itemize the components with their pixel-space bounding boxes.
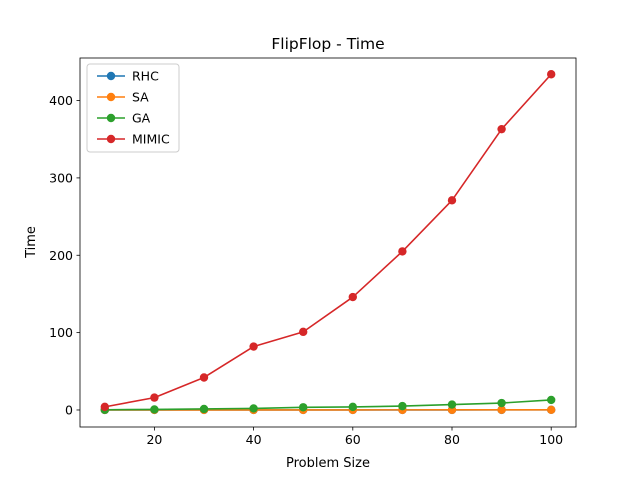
data-point-mimic (398, 247, 407, 256)
data-point-sa (497, 405, 506, 415)
x-axis: 20 40 60 80 100 (146, 427, 563, 447)
data-point-mimic (100, 402, 110, 412)
data-point-mimic (150, 393, 159, 402)
legend-item-sa: SA (97, 90, 149, 105)
y-tick-label: 100 (49, 325, 73, 340)
data-point-mimic (497, 124, 506, 134)
legend-box (86, 63, 180, 153)
x-tick-label: 40 (246, 432, 262, 447)
legend: RHC SA GA MIMIC (86, 63, 180, 153)
legend-label: SA (132, 90, 149, 105)
data-point-ga (447, 400, 457, 409)
data-point-mimic (249, 342, 258, 351)
data-point-sa (547, 405, 556, 414)
series-ga (100, 395, 556, 414)
legend-swatch-marker (106, 134, 116, 144)
series-line-mimic (104, 73, 552, 408)
legend-label: GA (132, 111, 151, 126)
data-point-ga (348, 402, 357, 412)
series-layer (100, 70, 556, 415)
data-point-mimic (199, 373, 209, 382)
data-point-mimic (547, 70, 556, 79)
chart-title: FlipFlop - Time (271, 35, 384, 53)
data-point-ga (150, 405, 159, 414)
legend-item-rhc: RHC (97, 69, 159, 84)
y-tick-label: 200 (49, 248, 73, 263)
series-line-ga (104, 399, 552, 411)
y-tick-label: 0 (65, 402, 73, 417)
legend-swatch-marker (106, 92, 116, 102)
x-axis-label: Problem Size (286, 456, 370, 471)
legend-label: MIMIC (132, 132, 170, 147)
data-point-mimic (348, 292, 357, 302)
legend-item-mimic: MIMIC (97, 132, 170, 147)
legend-swatch-marker (106, 113, 116, 123)
y-tick-label: 400 (49, 93, 73, 108)
plot-frame (79, 57, 577, 428)
legend-item-ga: GA (97, 111, 151, 126)
legend-swatch-marker (106, 71, 116, 81)
data-point-ga (398, 401, 407, 411)
x-tick-label: 20 (146, 432, 162, 447)
data-point-ga (547, 395, 556, 405)
x-tick-label: 60 (345, 432, 361, 447)
series-mimic (100, 70, 556, 412)
y-axis-label: Time (24, 226, 39, 259)
data-point-ga (497, 398, 506, 408)
data-point-mimic (299, 327, 308, 337)
data-point-mimic (447, 196, 457, 205)
legend-label: RHC (132, 69, 159, 84)
data-point-ga (199, 404, 209, 414)
data-point-ga (249, 404, 258, 413)
data-point-ga (299, 403, 308, 412)
x-tick-label: 100 (539, 432, 563, 447)
y-tick-label: 300 (49, 170, 73, 185)
x-tick-label: 80 (444, 432, 460, 447)
y-axis: 0 100 200 300 400 (49, 93, 80, 417)
